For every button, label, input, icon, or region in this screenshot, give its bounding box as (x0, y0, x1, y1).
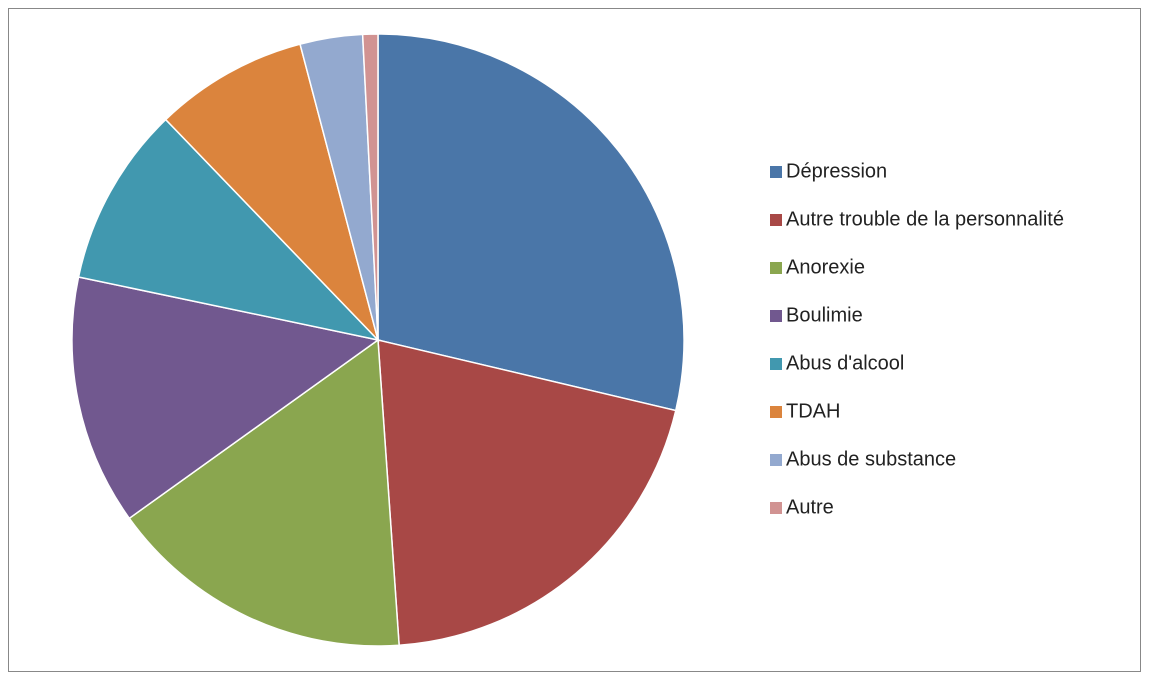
legend-label: Dépression (786, 160, 887, 182)
legend-swatch (770, 214, 782, 226)
legend-label: Anorexie (786, 256, 865, 278)
pie-slice (377, 33, 685, 412)
legend-swatch (770, 406, 782, 418)
legend-label: Autre trouble de la personnalité (786, 208, 1064, 230)
legend-swatch (770, 310, 782, 322)
legend-swatch (770, 166, 782, 178)
pie-slice (361, 33, 379, 341)
pie-slice (377, 339, 677, 647)
legend-label: Autre (786, 496, 834, 518)
legend-swatch (770, 262, 782, 274)
legend-label: Abus d'alcool (786, 352, 904, 374)
pie-slice (164, 43, 380, 343)
pie-slice (77, 118, 381, 342)
legend-label: Abus de substance (786, 448, 956, 470)
legend-label: Boulimie (786, 304, 863, 326)
pie-slice (128, 338, 400, 647)
legend-swatch (770, 454, 782, 466)
legend-swatch (770, 502, 782, 514)
pie-slice (71, 276, 380, 520)
legend-label: TDAH (786, 400, 840, 422)
legend-swatch (770, 358, 782, 370)
